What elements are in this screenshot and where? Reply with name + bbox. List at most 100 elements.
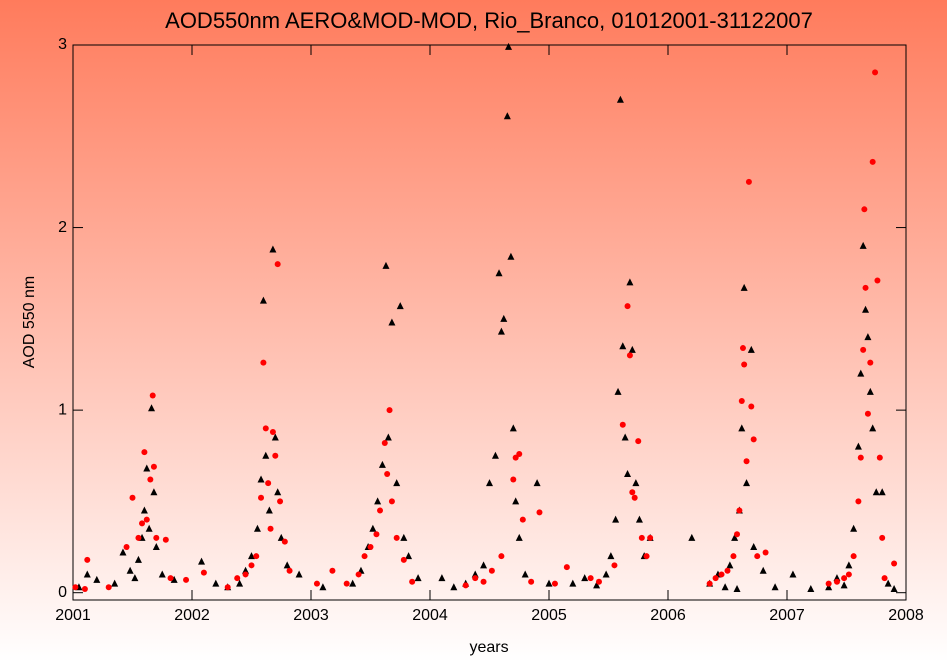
triangle-point <box>740 283 748 291</box>
circle-point <box>551 580 558 587</box>
circle-point <box>595 578 602 585</box>
triangle-point <box>152 543 160 551</box>
triangle-point <box>388 318 396 326</box>
circle-point <box>724 567 731 574</box>
circle-point <box>860 346 867 353</box>
triangle-point <box>789 570 797 578</box>
x-axis-label: years <box>469 639 508 656</box>
circle-point <box>619 421 626 428</box>
circle-point <box>480 578 487 585</box>
x-tick-label: 2003 <box>293 607 329 624</box>
triangle-point <box>859 241 867 249</box>
triangle-point <box>866 387 874 395</box>
circle-point <box>730 553 737 560</box>
triangle-point <box>500 314 508 322</box>
triangle-point <box>509 424 517 432</box>
triangle-point <box>382 261 390 269</box>
circle-point <box>234 575 241 582</box>
circle-point <box>611 562 618 569</box>
circle-point <box>498 553 505 560</box>
circle-point <box>329 567 336 574</box>
triangle-point <box>602 570 610 578</box>
triangle-point <box>262 451 270 459</box>
triangle-point <box>131 574 139 582</box>
y-tick-label: 2 <box>58 219 67 236</box>
triangle-point <box>521 570 529 578</box>
circle-point <box>286 567 293 574</box>
triangle-point <box>269 245 277 253</box>
triangle-point <box>607 552 615 560</box>
circle-point <box>153 534 160 541</box>
triangle-point <box>545 579 553 587</box>
triangle-point <box>486 479 493 487</box>
circle-point <box>274 261 281 268</box>
x-tick-label: 2004 <box>412 607 448 624</box>
circle-point <box>400 556 407 563</box>
circle-point <box>129 494 136 501</box>
triangle-point <box>414 574 422 582</box>
chart-title: AOD550nm AERO&MOD-MOD, Rio_Branco, 01012… <box>165 8 813 33</box>
circle-point <box>762 549 769 556</box>
circle-point <box>462 582 469 589</box>
triangle-point <box>507 252 515 260</box>
triangle-point <box>616 95 624 103</box>
triangle-point <box>438 574 446 582</box>
circle-point <box>629 489 636 496</box>
triangle-point <box>726 561 734 569</box>
triangle-point <box>593 581 601 589</box>
circle-point <box>874 277 881 284</box>
circle-point <box>141 449 148 456</box>
triangle-point <box>721 583 729 591</box>
circle-point <box>587 575 594 582</box>
triangle-point <box>396 302 404 310</box>
triangle-point <box>807 585 815 593</box>
circle-point <box>162 536 169 543</box>
triangle-point <box>747 345 755 353</box>
x-tick-label: 2008 <box>888 607 924 624</box>
triangle-point <box>93 575 101 583</box>
triangle-point <box>619 342 627 350</box>
circle-point <box>105 584 112 591</box>
circle-point <box>563 564 570 571</box>
circle-point <box>738 398 745 405</box>
circle-point <box>825 580 832 587</box>
circle-point <box>647 534 654 541</box>
triangle-point <box>624 470 632 478</box>
triangle-point <box>119 548 127 556</box>
circle-point <box>841 575 848 582</box>
triangle-point <box>236 579 244 587</box>
triangle-point <box>733 585 741 593</box>
circle-point <box>81 586 88 593</box>
triangle-point <box>632 479 640 487</box>
triangle-point <box>111 579 119 587</box>
circle-point <box>262 425 269 432</box>
circle-point <box>748 403 755 410</box>
circle-point <box>638 534 645 541</box>
triangle-point <box>369 524 377 532</box>
circle-point <box>242 571 249 578</box>
triangle-point <box>170 575 178 583</box>
y-tick-label: 3 <box>58 36 67 53</box>
circle-point <box>269 429 276 436</box>
circle-point <box>123 544 130 551</box>
circle-point <box>734 531 741 538</box>
triangle-point <box>83 570 91 578</box>
circle-point <box>519 516 526 523</box>
circle-point <box>361 553 368 560</box>
circle-point <box>736 507 743 514</box>
circle-point <box>377 507 384 514</box>
triangle-point <box>277 533 285 541</box>
triangle-point <box>857 369 865 377</box>
circle-point <box>147 476 154 483</box>
x-tick-label: 2007 <box>769 607 805 624</box>
circle-point <box>84 556 91 563</box>
triangle-point <box>283 561 291 569</box>
triangle-point <box>738 424 746 432</box>
circle-point <box>516 450 523 457</box>
circle-point <box>845 571 852 578</box>
circle-point <box>881 575 888 582</box>
circle-point <box>388 498 395 505</box>
x-tick-label: 2006 <box>650 607 686 624</box>
triangle-point <box>688 533 696 541</box>
